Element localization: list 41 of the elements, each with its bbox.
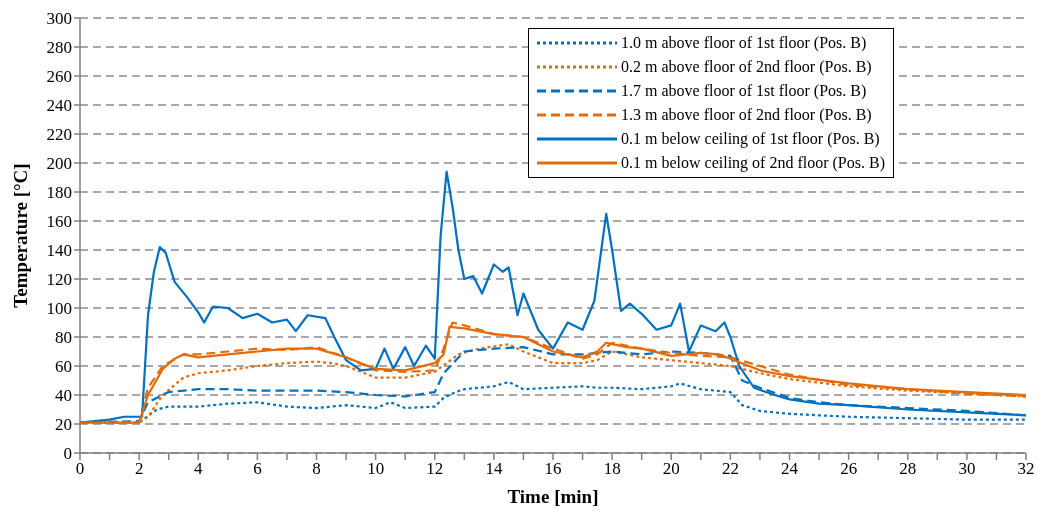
x-tick-label: 6	[253, 459, 262, 479]
x-tick-label: 0	[75, 459, 85, 479]
y-tick-label: 280	[46, 38, 72, 58]
y-tick-label: 180	[46, 183, 72, 203]
x-tick-label: 16	[544, 459, 562, 479]
x-tick-label: 24	[781, 459, 799, 479]
x-tick-label: 2	[134, 459, 144, 479]
x-tick-label: 12	[426, 459, 444, 479]
y-tick-label: 20	[55, 415, 72, 435]
y-tick-label: 60	[55, 357, 72, 377]
y-tick-label: 200	[46, 154, 72, 174]
y-tick-label: 40	[55, 386, 72, 406]
x-tick-label: 32	[1017, 459, 1035, 479]
y-tick-label: 260	[46, 67, 72, 87]
y-tick-label: 220	[46, 125, 72, 145]
x-tick-label: 30	[958, 459, 976, 479]
x-tick-label: 22	[721, 459, 739, 479]
legend-label: 0.1 m below ceiling of 1st floor (Pos. B)	[621, 130, 880, 148]
y-tick-label: 160	[46, 212, 72, 232]
x-tick-label: 8	[312, 459, 321, 479]
y-tick-label: 0	[63, 444, 72, 464]
legend-label: 1.7 m above floor of 1st floor (Pos. B)	[621, 82, 867, 100]
legend-label: 1.0 m above floor of 1st floor (Pos. B)	[621, 34, 867, 52]
y-tick-label: 140	[46, 241, 72, 261]
y-tick-label: 100	[46, 299, 72, 319]
y-axis-title: Temperature [°C]	[9, 163, 31, 308]
y-tick-label: 120	[46, 270, 72, 290]
x-tick-label: 26	[840, 459, 858, 479]
x-tick-label: 10	[367, 459, 385, 479]
x-tick-label: 28	[899, 459, 917, 479]
legend-label: 1.3 m above floor of 2nd floor (Pos. B)	[621, 106, 872, 124]
legend-label: 0.1 m below ceiling of 2nd floor (Pos. B)	[621, 154, 885, 172]
x-tick-label: 14	[485, 459, 503, 479]
x-tick-label: 4	[194, 459, 203, 479]
legend-label: 0.2 m above floor of 2nd floor (Pos. B)	[621, 58, 872, 76]
x-tick-label: 20	[662, 459, 680, 479]
x-tick-label: 18	[603, 459, 621, 479]
y-tick-label: 240	[46, 96, 72, 116]
y-tick-label: 300	[46, 9, 72, 29]
y-tick-label: 80	[55, 328, 72, 348]
x-axis-title: Time [min]	[507, 486, 599, 507]
